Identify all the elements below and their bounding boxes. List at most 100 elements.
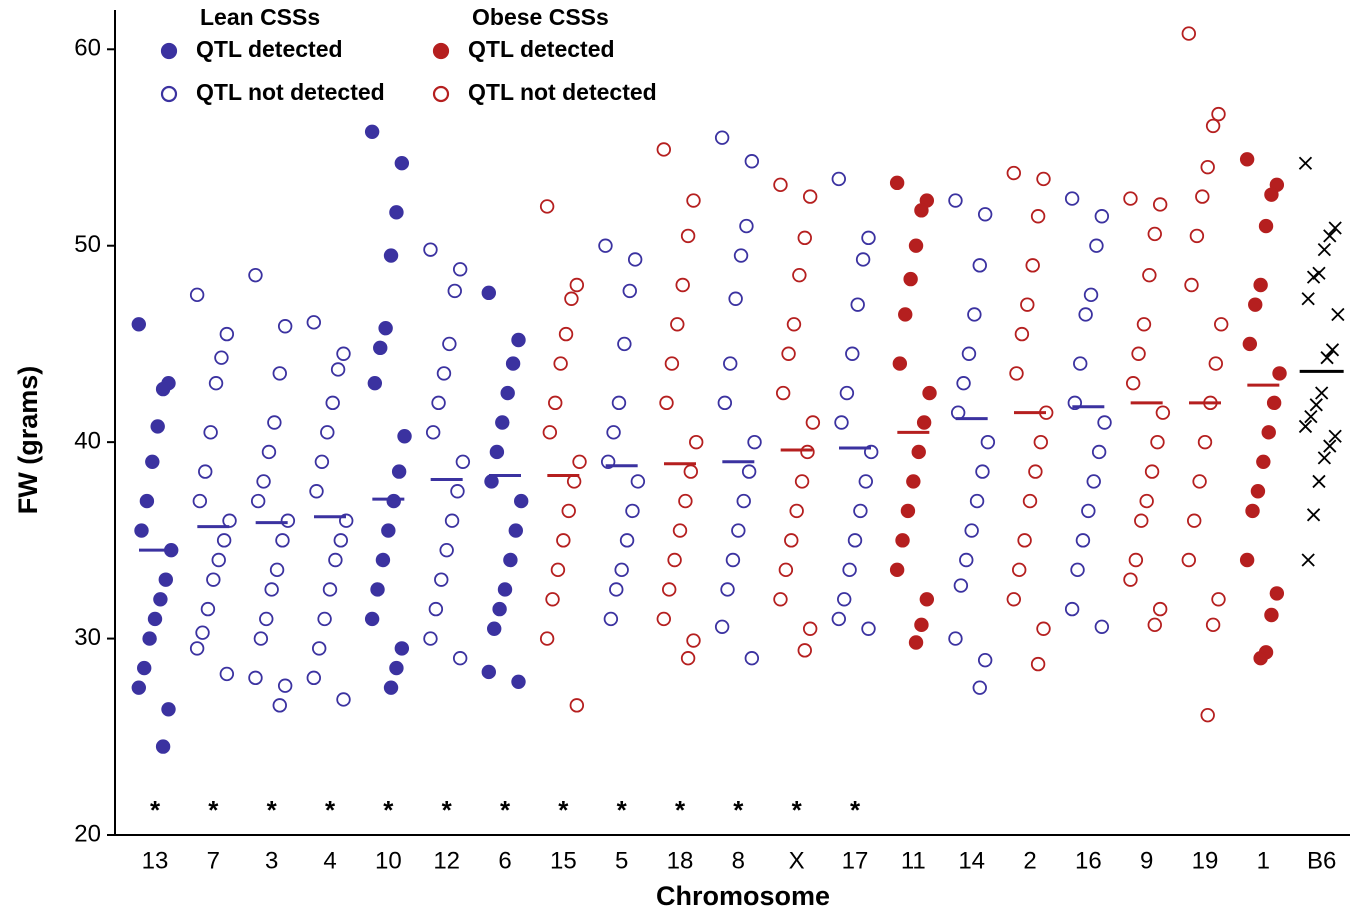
data-point [1012, 562, 1027, 578]
data-point [206, 572, 221, 587]
data-point [219, 326, 235, 342]
data-point [731, 523, 746, 538]
data-point [195, 625, 210, 640]
data-point [656, 611, 672, 627]
data-point [1094, 209, 1110, 224]
data-point [1147, 226, 1162, 242]
data-point [837, 592, 852, 607]
data-point [1184, 277, 1199, 293]
data-point [147, 611, 163, 627]
data-point [253, 631, 269, 646]
data-point [736, 493, 751, 509]
data-point [264, 582, 279, 597]
data-point [908, 238, 924, 253]
x-tick-label: 6 [498, 847, 511, 874]
significance-star: * [733, 795, 744, 825]
data-point [914, 203, 929, 218]
data-point [325, 395, 340, 411]
data-point [134, 523, 149, 538]
data-point [739, 218, 754, 234]
data-point [609, 582, 624, 597]
data-point [802, 189, 818, 204]
data-point [1144, 464, 1160, 479]
data-point [747, 434, 762, 450]
x-tick-label: 10 [375, 847, 402, 874]
data-point [336, 692, 351, 707]
data-point [320, 425, 335, 440]
legend-marker [160, 85, 178, 103]
data-point [431, 395, 446, 411]
x-tick-label: 5 [615, 847, 628, 874]
data-point [1309, 398, 1323, 412]
data-point [514, 493, 529, 509]
data-point [1266, 395, 1282, 411]
data-point [786, 317, 802, 332]
data-point [481, 664, 497, 680]
data-point [619, 533, 635, 548]
data-point [1131, 346, 1146, 361]
data-point [1014, 326, 1030, 342]
data-point [622, 283, 637, 299]
significance-star: * [383, 795, 394, 825]
significance-star: * [617, 795, 628, 825]
data-point [428, 601, 444, 617]
data-point [375, 552, 391, 568]
data-point [773, 592, 788, 607]
data-point [336, 346, 351, 361]
data-point [895, 533, 910, 548]
significance-star: * [675, 795, 686, 825]
data-point [444, 513, 460, 528]
data-point [1261, 425, 1276, 440]
data-point [1312, 266, 1326, 280]
data-point [1097, 415, 1112, 430]
data-point [131, 317, 147, 332]
y-tick-label: 20 [74, 820, 101, 847]
data-point [1064, 191, 1080, 206]
data-point [198, 464, 213, 479]
data-point [1022, 493, 1038, 509]
data-point [1017, 533, 1032, 548]
data-point [436, 366, 452, 381]
data-point [831, 611, 847, 627]
data-point [1192, 474, 1207, 489]
x-tick-label: 11 [901, 847, 926, 874]
data-point [794, 474, 810, 489]
data-point [423, 631, 438, 646]
data-point [969, 493, 985, 509]
data-point [261, 444, 277, 460]
data-point [1036, 621, 1051, 636]
data-point [914, 617, 929, 633]
data-point [689, 434, 704, 450]
data-point [136, 660, 152, 676]
data-point [391, 464, 407, 479]
data-point [1205, 617, 1221, 633]
data-point [1205, 118, 1221, 134]
data-point [850, 297, 865, 312]
data-point [1320, 351, 1334, 365]
data-point [553, 356, 568, 371]
data-point [333, 533, 349, 548]
data-point [1147, 617, 1162, 633]
legend-label: QTL not detected [196, 79, 385, 105]
data-point [842, 562, 857, 578]
data-point [733, 248, 749, 263]
data-point [1298, 156, 1313, 170]
legend-title: Lean CSSs [200, 4, 320, 30]
data-point [1152, 197, 1168, 212]
data-point [1248, 297, 1263, 312]
data-point [280, 513, 296, 528]
data-point [256, 474, 271, 489]
data-point [1136, 317, 1152, 332]
data-point [312, 641, 327, 656]
data-point [542, 425, 558, 440]
data-point [208, 376, 224, 391]
data-point [367, 376, 383, 391]
data-point [614, 562, 629, 578]
significance-star: * [558, 795, 569, 825]
data-point [314, 454, 330, 469]
y-axis-title: FW (grams) [13, 366, 43, 515]
data-point [1211, 106, 1226, 122]
data-point [397, 429, 412, 444]
data-point [839, 385, 855, 401]
data-point [505, 356, 521, 371]
